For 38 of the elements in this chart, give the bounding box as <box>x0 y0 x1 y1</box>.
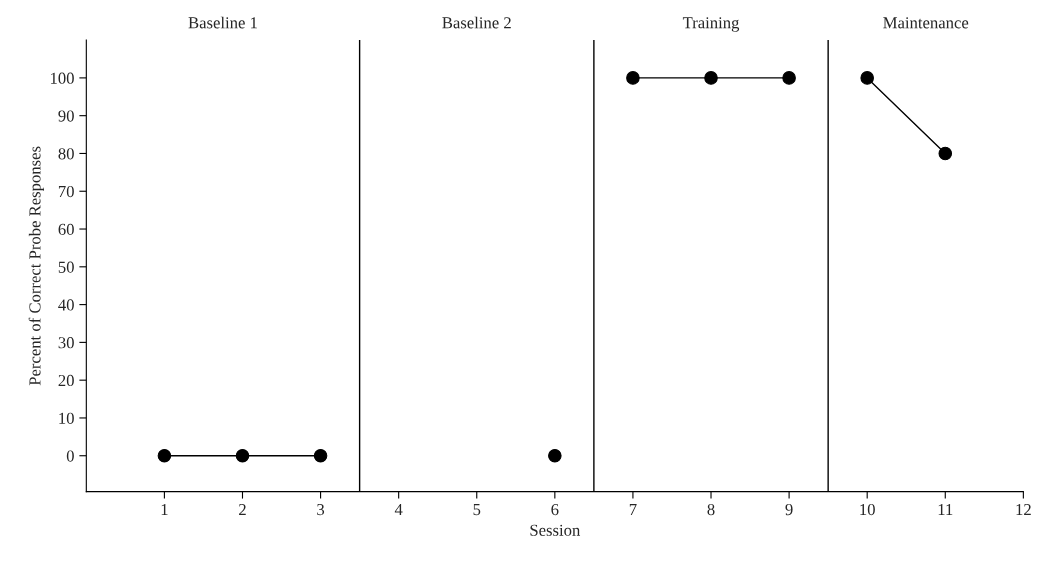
point <box>626 71 640 85</box>
point <box>704 71 718 85</box>
text: Maintenance <box>883 17 969 29</box>
point <box>548 448 562 463</box>
point <box>235 448 250 463</box>
point <box>782 71 796 85</box>
text: Baseline 1 <box>188 16 257 29</box>
x-tick-label: 8 <box>707 503 715 516</box>
text: Baseline 2 <box>442 16 511 29</box>
y-axis-title: Percent of Correct Probe Responses <box>28 146 44 386</box>
y-tick-label: 80 <box>58 148 74 160</box>
y-tick-label: 100 <box>50 72 74 84</box>
point <box>313 448 328 463</box>
y-tick-label: 50 <box>58 261 74 273</box>
x-tick-label: 12 <box>1016 503 1031 515</box>
x-axis-title: Session <box>530 524 581 536</box>
x-tick-label: 6 <box>551 503 559 516</box>
x-tick-label: 2 <box>239 503 246 515</box>
x-tick-label: 1 <box>161 504 168 515</box>
point <box>860 71 874 85</box>
x-tick-label: 3 <box>317 503 325 516</box>
text: Training <box>682 17 740 32</box>
x-tick-label: 5 <box>473 504 481 516</box>
point <box>938 146 953 161</box>
y-tick-label: 20 <box>58 374 74 387</box>
y-tick-label: 30 <box>58 337 74 349</box>
point <box>157 448 172 463</box>
x-tick-label: 10 <box>860 503 875 516</box>
x-tick-label: 7 <box>629 504 637 515</box>
y-tick-label: 90 <box>58 110 74 122</box>
y-tick-label: 0 <box>66 450 74 462</box>
y-tick-label: 40 <box>58 299 74 311</box>
x-tick-label: 9 <box>785 503 793 516</box>
y-tick-label: 10 <box>59 412 74 424</box>
y-tick-label: 70 <box>58 185 74 198</box>
x-tick-label: 11 <box>938 504 953 515</box>
y-tick-label: 60 <box>58 223 74 235</box>
x-tick-label: 4 <box>394 504 403 515</box>
